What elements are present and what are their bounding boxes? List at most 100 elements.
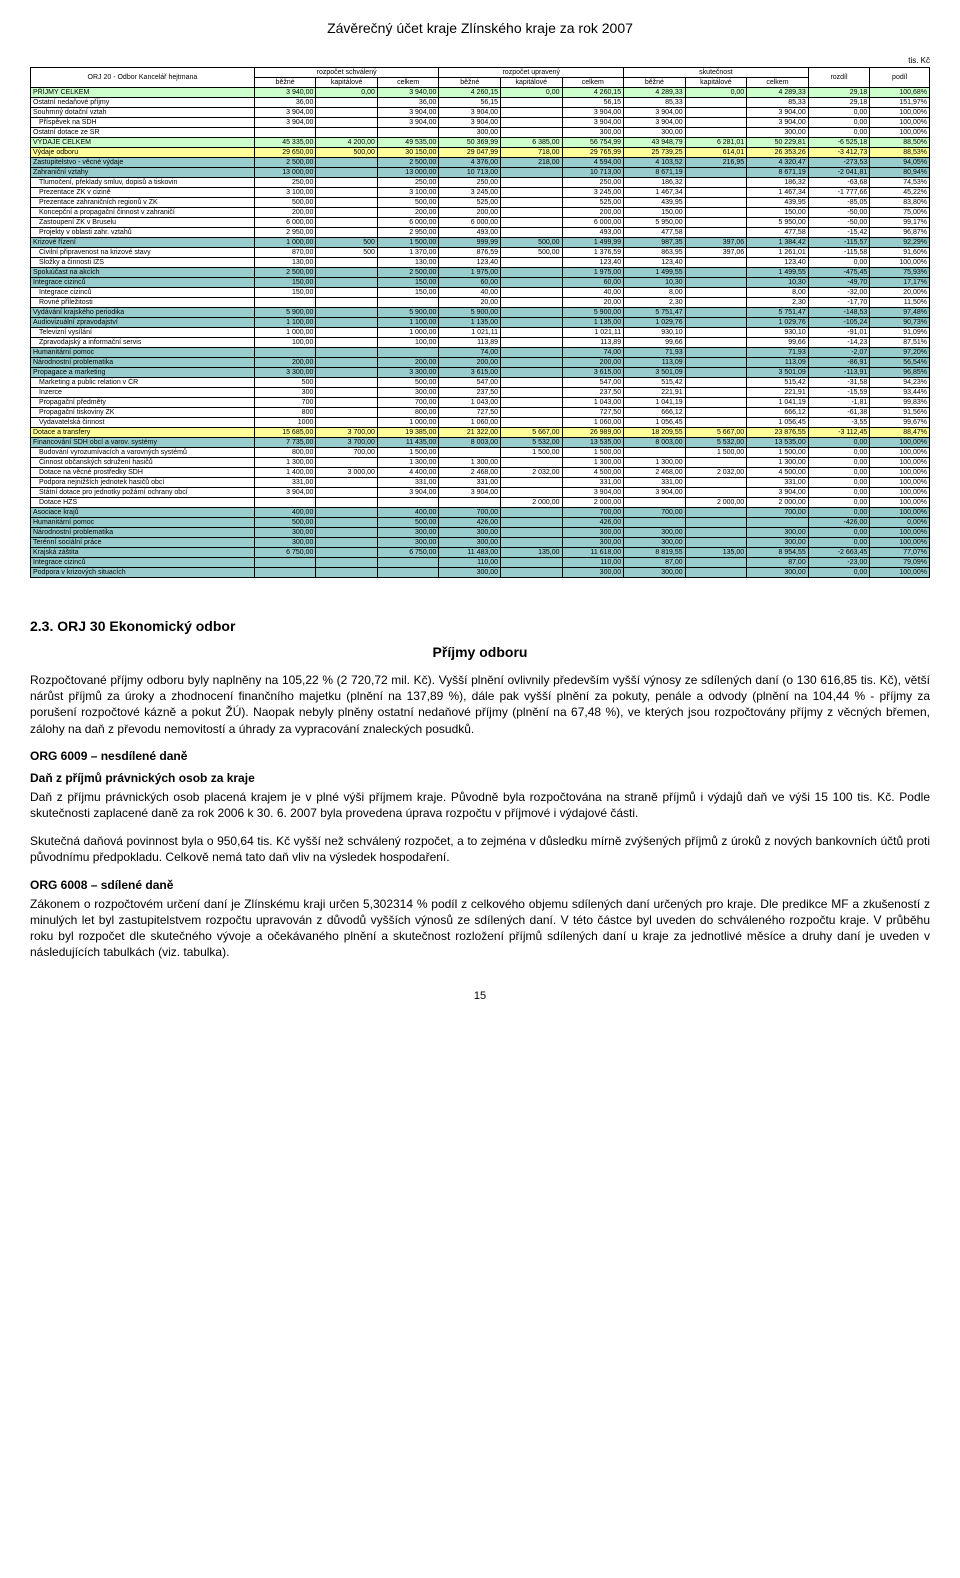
row-label: Terénní sociální práce (31, 538, 255, 548)
cell: 1 041,19 (747, 398, 809, 408)
cell: 135,00 (501, 548, 563, 558)
cell: 1 043,00 (562, 398, 624, 408)
row-label: Zahraniční vztahy (31, 168, 255, 178)
cell: 500,00 (501, 248, 563, 258)
budget-table-wrap: ORJ 20 - Odbor Kancelář hejtmana rozpoče… (30, 67, 930, 578)
th-rozdil: rozdíl (808, 68, 870, 88)
cell (501, 308, 563, 318)
row-label: Krizové řízení (31, 238, 255, 248)
cell: 200,00 (377, 358, 439, 368)
cell: 525,00 (562, 198, 624, 208)
cell: 100,00% (870, 498, 930, 508)
row-label: Národnostní problematika (31, 528, 255, 538)
cell: 250,00 (254, 178, 316, 188)
cell (685, 288, 747, 298)
cell: 50 229,81 (747, 138, 809, 148)
cell: 1 021,11 (562, 328, 624, 338)
cell: 20,00% (870, 288, 930, 298)
cell: 3 000,00 (316, 468, 378, 478)
cell (316, 568, 378, 578)
cell: 1 500,00 (562, 448, 624, 458)
cell: 150,00 (254, 278, 316, 288)
cell: 1 467,34 (747, 188, 809, 198)
cell: 500,00 (377, 378, 439, 388)
cell (685, 358, 747, 368)
cell: 75,00% (870, 208, 930, 218)
cell (316, 258, 378, 268)
cell (501, 218, 563, 228)
th-sub: běžné (624, 78, 686, 88)
row-label: Zpravodajský a informační servis (31, 338, 255, 348)
cell: 1 135,00 (562, 318, 624, 328)
page-title: Závěrečný účet kraje Zlínského kraje za … (30, 20, 930, 36)
table-header: ORJ 20 - Odbor Kancelář hejtmana rozpoče… (31, 68, 930, 88)
cell: 300,00 (624, 128, 686, 138)
cell: 1 043,00 (439, 398, 501, 408)
cell: 1 135,00 (439, 318, 501, 328)
row-label: Výdaje odboru (31, 148, 255, 158)
table-row: Integrace cizinců150,00150,0040,0040,008… (31, 288, 930, 298)
cell: -3 112,45 (808, 428, 870, 438)
table-row: Složky a činnosti IZS130,00130,00123,401… (31, 258, 930, 268)
cell (685, 308, 747, 318)
cell (316, 508, 378, 518)
cell (685, 518, 747, 528)
cell (316, 498, 378, 508)
cell: 1 060,00 (439, 418, 501, 428)
table-row: Integrace cizinců110,00110,0087,0087,00-… (31, 558, 930, 568)
cell (685, 268, 747, 278)
table-row: Humanitární pomoc500,00500,00426,00426,0… (31, 518, 930, 528)
row-label: Vydavatelská činnost (31, 418, 255, 428)
cell: 300,00 (747, 568, 809, 578)
row-label: Humanitární pomoc (31, 518, 255, 528)
cell: -86,91 (808, 358, 870, 368)
cell: 87,00 (747, 558, 809, 568)
cell: 700,00 (624, 508, 686, 518)
cell: 87,00 (624, 558, 686, 568)
cell: 876,59 (439, 248, 501, 258)
cell (501, 358, 563, 368)
cell: 5 900,00 (254, 308, 316, 318)
cell: 45 335,00 (254, 138, 316, 148)
cell (501, 108, 563, 118)
cell: 515,42 (624, 378, 686, 388)
cell: 8 003,00 (624, 438, 686, 448)
cell (316, 558, 378, 568)
cell: -15,42 (808, 228, 870, 238)
table-row: Zpravodajský a informační servis100,0010… (31, 338, 930, 348)
cell: -31,58 (808, 378, 870, 388)
cell (316, 158, 378, 168)
cell: 30 150,00 (377, 148, 439, 158)
cell: 930,10 (624, 328, 686, 338)
cell: 500 (316, 248, 378, 258)
cell (501, 478, 563, 488)
table-row: Zahraniční vztahy13 000,0013 000,0010 71… (31, 168, 930, 178)
row-label: Příspěvek na SDH (31, 118, 255, 128)
cell: 300,00 (562, 568, 624, 578)
row-label: PŘÍJMY CELKEM (31, 88, 255, 98)
row-label: Asociace krajů (31, 508, 255, 518)
cell: 1 300,00 (624, 458, 686, 468)
row-label: Dotace na věcné prostředky SDH (31, 468, 255, 478)
cell: 1 400,00 (254, 468, 316, 478)
cell: 1 021,11 (439, 328, 501, 338)
cell: 1 376,59 (562, 248, 624, 258)
cell (316, 188, 378, 198)
paragraph: Zákonem o rozpočtovém určení daní je Zlí… (30, 896, 930, 961)
cell: 2 468,00 (439, 468, 501, 478)
row-label: Tlumočení, překlady smluv, dopisů a tisk… (31, 178, 255, 188)
cell: 123,40 (624, 258, 686, 268)
cell (316, 318, 378, 328)
cell (685, 118, 747, 128)
cell: 1 056,45 (747, 418, 809, 428)
cell: 0,00% (870, 518, 930, 528)
cell (254, 558, 316, 568)
cell: 221,91 (624, 388, 686, 398)
table-row: Televizní vysílání1 000,001 000,001 021,… (31, 328, 930, 338)
cell (685, 278, 747, 288)
cell: 100,00% (870, 488, 930, 498)
cell: 6 385,00 (501, 138, 563, 148)
cell: 1 300,00 (254, 458, 316, 468)
table-row: Krizové řízení1 000,005001 500,00999,995… (31, 238, 930, 248)
cell (316, 538, 378, 548)
